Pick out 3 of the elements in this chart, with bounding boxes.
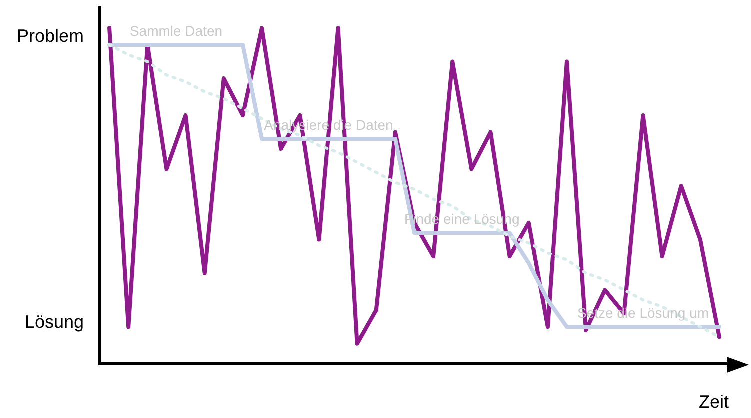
x-axis-title: Zeit	[698, 392, 729, 412]
text: Problem	[16, 26, 84, 46]
text: Lösung	[24, 312, 84, 332]
